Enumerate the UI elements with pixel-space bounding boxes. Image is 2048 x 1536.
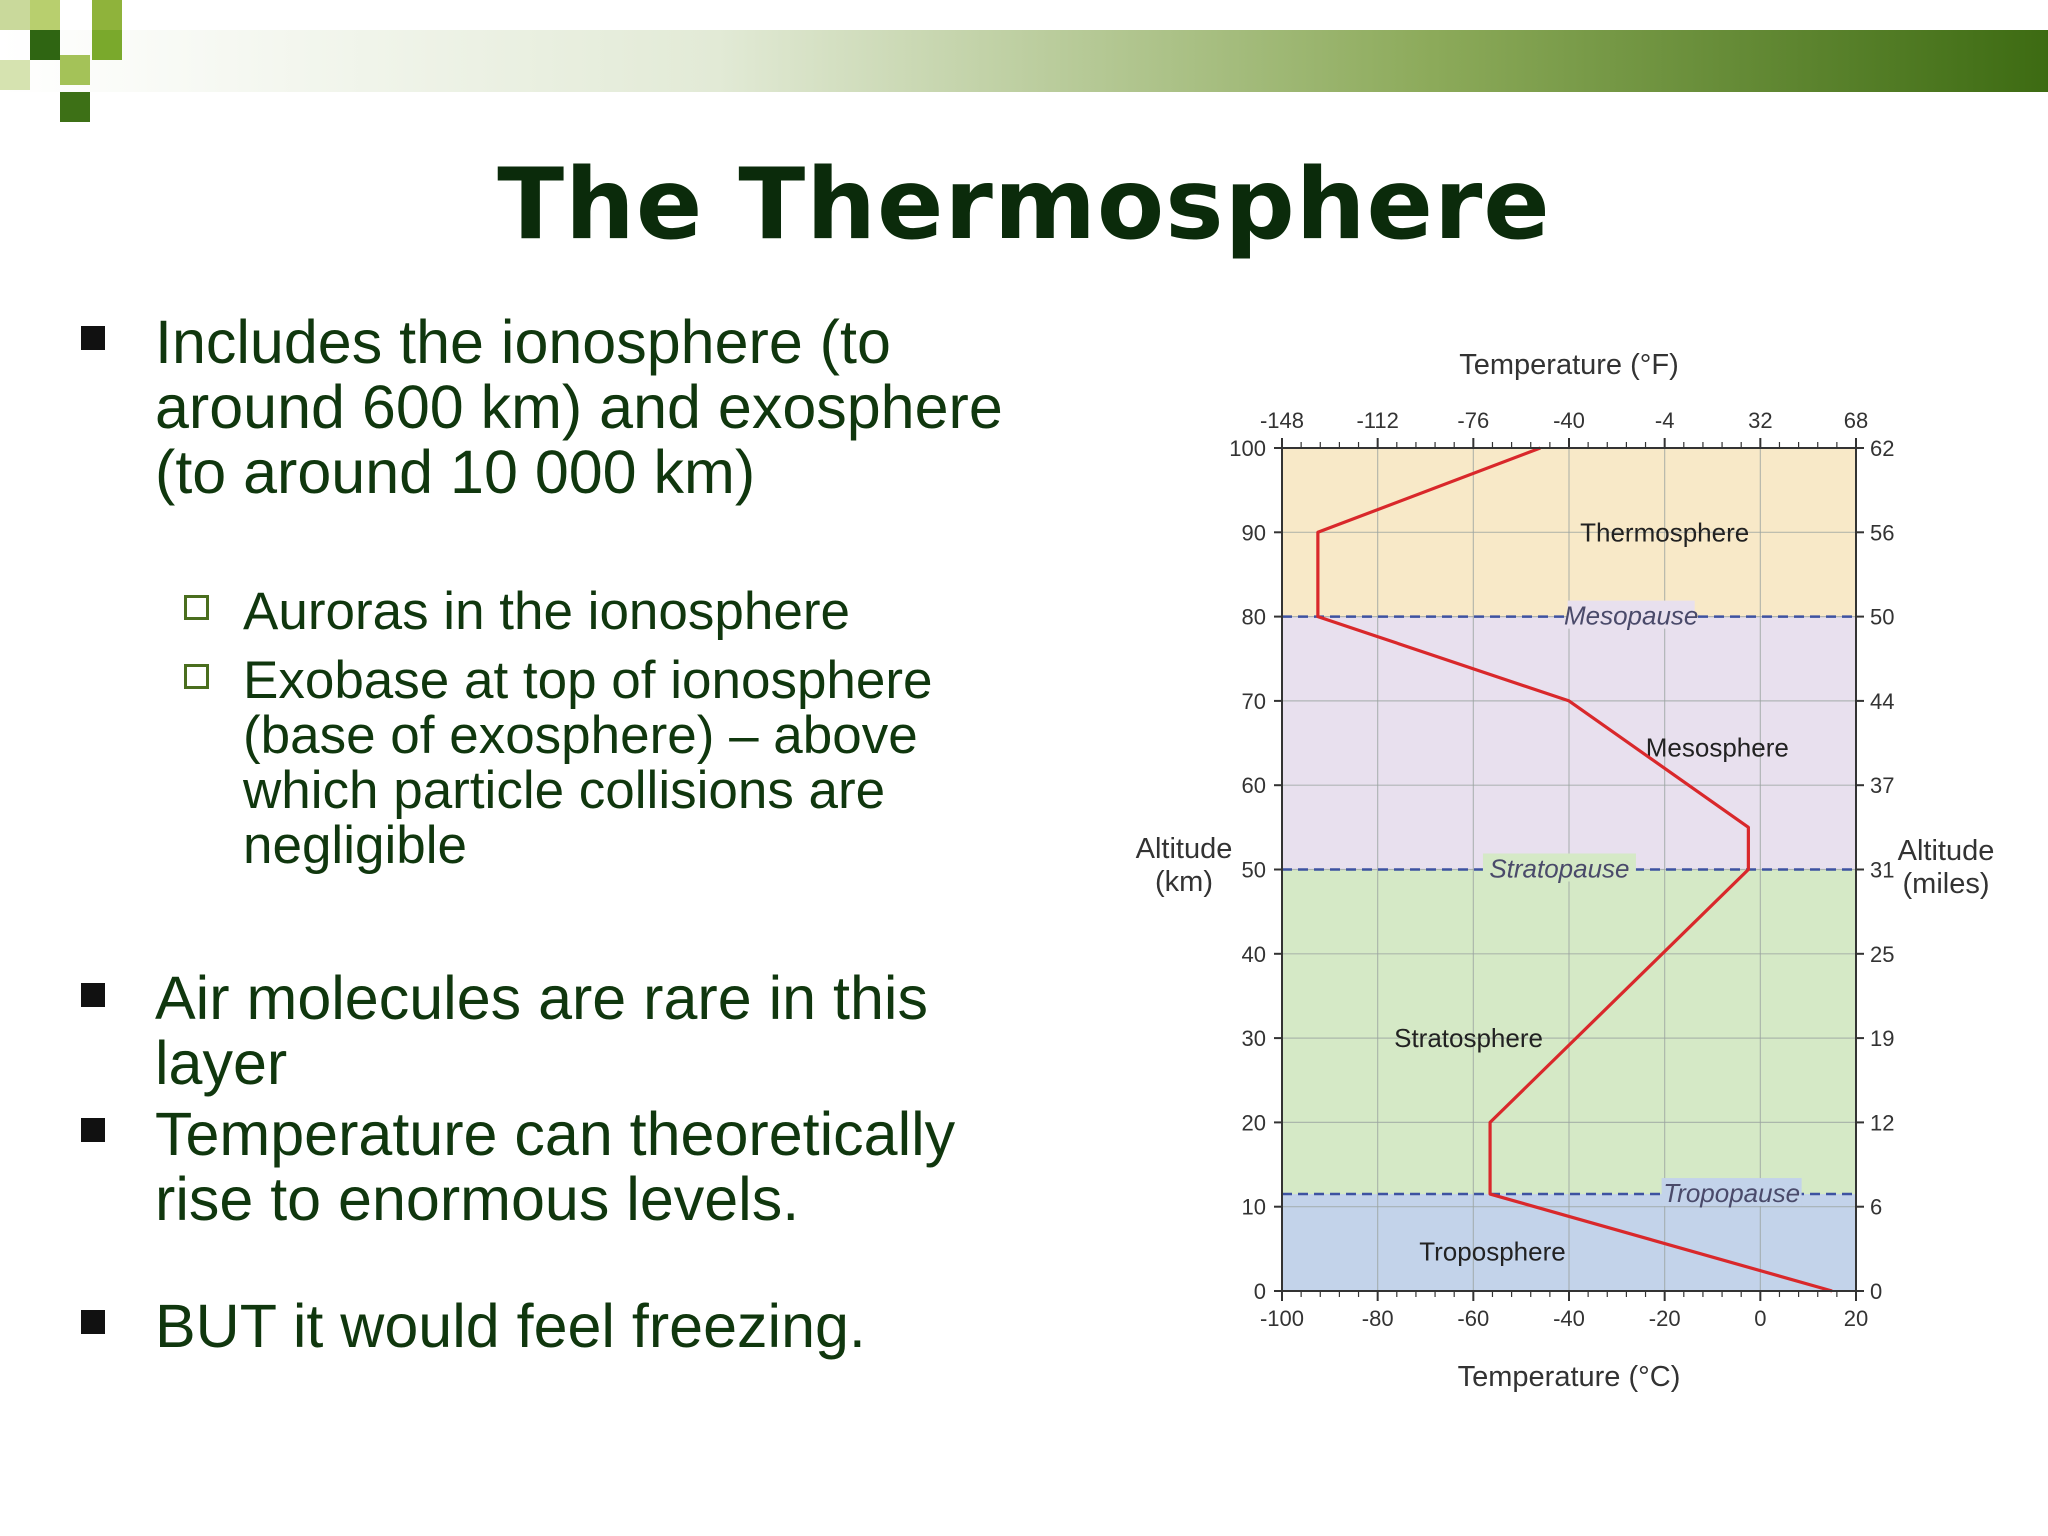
banner-square: [60, 55, 90, 85]
bullet-square-icon: [81, 983, 105, 1007]
pause-label-bg: [1482, 853, 1636, 882]
slide-banner: [0, 0, 2048, 122]
y-right-tick-label: 19: [1870, 1026, 1894, 1051]
x-top-tick-label: 32: [1748, 408, 1772, 433]
bullet-square-icon: [81, 1310, 105, 1334]
y-right-tick-label: 12: [1870, 1110, 1894, 1135]
y-tick-label: 10: [1242, 1195, 1266, 1220]
y-axis-title-left-line1: Altitude: [1136, 833, 1233, 865]
layer-label-stratosphere: Stratosphere: [1394, 1023, 1543, 1053]
sub-bullet-hollow-square-icon: [184, 664, 209, 689]
y-tick-label: 40: [1242, 942, 1266, 967]
bullet-4-text: BUT it would feel freezing.: [155, 1292, 866, 1360]
y-tick-label: 90: [1242, 520, 1266, 545]
slide-title: The Thermosphere: [497, 148, 1551, 262]
x-top-tick-label: -4: [1655, 408, 1675, 433]
banner-square: [60, 92, 90, 122]
pause-label-bg: [1567, 600, 1695, 629]
y-tick-label: 30: [1242, 1026, 1266, 1051]
banner-square: [0, 60, 30, 90]
y-tick-label: 70: [1242, 689, 1266, 714]
x-tick-label: -20: [1649, 1306, 1681, 1331]
layer-label-mesosphere: Mesosphere: [1646, 732, 1789, 762]
y-right-tick-label: 50: [1870, 605, 1894, 630]
y-right-tick-label: 56: [1870, 520, 1894, 545]
bullet-1-text: Includes the ionosphere (to around 600 k…: [155, 308, 1003, 506]
y-axis-title-left-line2: (km): [1155, 866, 1213, 898]
pause-label-mesopause: Mesopause: [1564, 601, 1698, 631]
layer-label-thermosphere: Thermosphere: [1580, 517, 1749, 547]
y-tick-label: 80: [1242, 605, 1266, 630]
bullet-square-icon: [81, 326, 105, 350]
x-axis-title-bottom: Temperature (°C): [1458, 1361, 1681, 1393]
sub-bullet-2-text: Exobase at top of ionosphere (base of ex…: [243, 651, 933, 875]
banner-square: [92, 30, 122, 60]
y-tick-label: 0: [1254, 1279, 1266, 1304]
y-tick-label: 20: [1242, 1110, 1266, 1135]
bullet-3-text: Temperature can theoretically rise to en…: [155, 1100, 956, 1233]
banner-square: [92, 0, 122, 30]
pause-label-bg: [1661, 1178, 1802, 1207]
x-top-tick-label: -148: [1260, 408, 1304, 433]
y-axis-title-right-line2: (miles): [1903, 868, 1990, 900]
temperature-profile-line: [1316, 446, 1833, 1293]
banner-square: [0, 0, 30, 30]
x-top-tick-label: 68: [1844, 408, 1868, 433]
x-tick-label: -40: [1553, 1306, 1585, 1331]
y-right-tick-label: 6: [1870, 1195, 1882, 1220]
x-tick-label: -80: [1362, 1306, 1394, 1331]
x-tick-label: 0: [1754, 1306, 1766, 1331]
y-right-tick-label: 25: [1870, 942, 1894, 967]
y-right-tick-label: 0: [1870, 1279, 1882, 1304]
y-tick-label: 60: [1242, 773, 1266, 798]
sub-bullet-hollow-square-icon: [184, 595, 209, 620]
pause-label-stratopause: Stratopause: [1489, 854, 1629, 884]
y-right-tick-label: 44: [1870, 689, 1894, 714]
pause-label-tropopause: Tropopause: [1663, 1178, 1800, 1208]
y-right-tick-label: 31: [1870, 858, 1894, 883]
y-right-tick-label: 37: [1870, 773, 1894, 798]
banner-gradient-band: [0, 30, 2048, 92]
y-right-tick-label: 62: [1870, 436, 1894, 461]
sub-bullet-1-text: Auroras in the ionosphere: [243, 582, 850, 641]
x-top-tick-label: -112: [1356, 408, 1398, 433]
banner-square: [30, 0, 60, 30]
y-tick-label: 50: [1242, 858, 1266, 883]
x-tick-label: -100: [1260, 1306, 1304, 1331]
banner-square: [30, 30, 60, 60]
x-tick-label: 20: [1844, 1306, 1868, 1331]
y-tick-label: 100: [1229, 436, 1266, 461]
layer-label-troposphere: Troposphere: [1419, 1236, 1565, 1266]
x-top-tick-label: -76: [1457, 408, 1489, 433]
x-axis-title-top: Temperature (°F): [1459, 349, 1678, 381]
x-tick-label: -60: [1457, 1306, 1489, 1331]
bullet-square-icon: [81, 1118, 105, 1142]
x-top-tick-label: -40: [1553, 408, 1585, 433]
bullet-2-text: Air molecules are rare in this layer: [155, 964, 928, 1097]
y-axis-title-right-line1: Altitude: [1898, 835, 1995, 867]
